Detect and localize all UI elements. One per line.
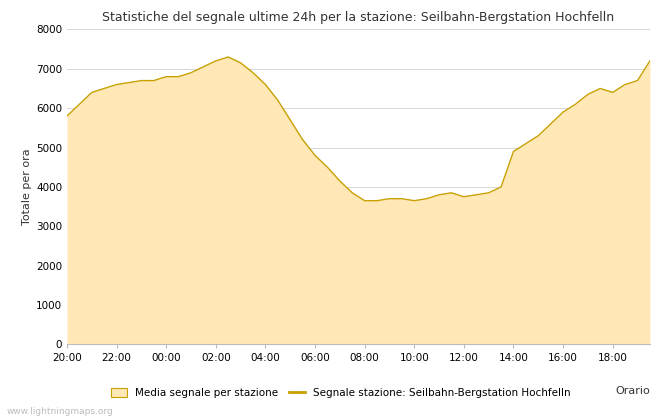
Y-axis label: Totale per ora: Totale per ora [22, 149, 32, 225]
Text: www.lightningmaps.org: www.lightningmaps.org [7, 407, 113, 416]
Title: Statistiche del segnale ultime 24h per la stazione: Seilbahn-Bergstation Hochfel: Statistiche del segnale ultime 24h per l… [103, 11, 614, 24]
Legend: Media segnale per stazione, Segnale stazione: Seilbahn-Bergstation Hochfelln: Media segnale per stazione, Segnale staz… [107, 383, 575, 402]
Text: Orario: Orario [615, 386, 650, 396]
